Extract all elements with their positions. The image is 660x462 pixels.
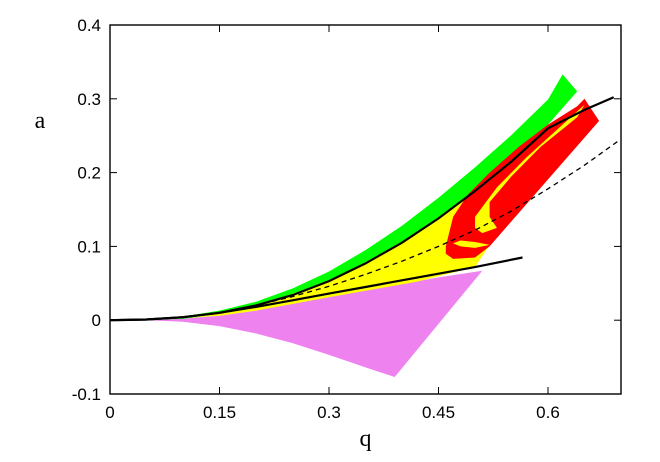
y-axis-label: a [35,108,46,134]
x-tick-label-2: 0.3 [317,403,341,422]
plot-frame [109,24,622,395]
data-curves [109,96,618,322]
y-tick-label-2: 0.1 [77,237,101,256]
x-tick-label-0: 0 [105,403,114,422]
x-tick-label-3: 0.45 [422,403,455,422]
region-4 [475,104,585,234]
curve-dashed-2 [219,141,618,314]
data-regions [110,74,600,377]
axis-ticks: 0 0.15 0.3 0.45 0.6-0.100.10.20.30.4 [72,16,621,422]
region-5 [453,240,490,248]
region-0 [110,270,483,377]
curve-solid-1 [109,256,523,322]
y-tick-label-4: 0.3 [77,90,101,109]
y-tick-label-1: 0 [92,311,101,330]
y-tick-label-0: -0.1 [72,385,101,404]
x-tick-label-1: 0.15 [203,403,236,422]
y-tick-label-5: 0.4 [77,16,101,35]
y-tick-label-3: 0.2 [77,164,101,183]
x-tick-label-4: 0.6 [536,403,560,422]
x-axis-label: q [360,426,372,452]
region-1 [110,74,578,321]
